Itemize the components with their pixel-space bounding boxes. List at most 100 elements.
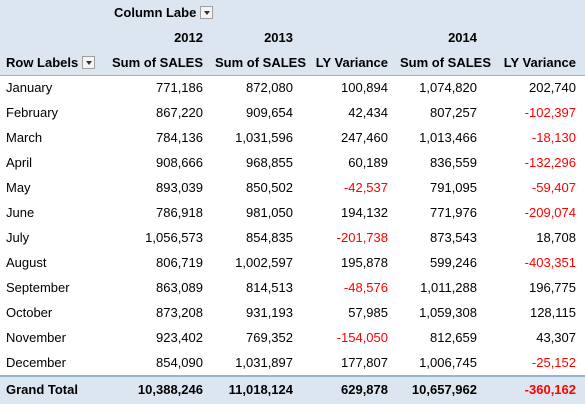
cell-sales-2012[interactable]: 806,719 [156,255,203,270]
cell-variance-2013[interactable]: 195,878 [341,255,388,270]
cell-variance-2013[interactable]: -42,537 [343,180,388,195]
cell-variance-2014[interactable]: -25,152 [531,355,576,370]
cell-sales-2012[interactable]: 1,056,573 [145,230,203,245]
cell-sales-2014[interactable]: 1,011,288 [420,280,477,295]
row-label-january[interactable]: January [6,80,53,95]
cell-variance-2013[interactable]: 194,132 [341,205,388,220]
row-label-march[interactable]: March [6,130,43,145]
row-label-september[interactable]: September [6,280,70,295]
cell-variance-2014[interactable]: -102,397 [524,105,576,120]
total-variance-2013[interactable]: 629,878 [341,382,388,397]
row-label-april[interactable]: April [6,155,33,170]
cell-sales-2014[interactable]: 771,976 [430,205,477,220]
table-row: May 893,039 850,502 -42,537 791,095 -59,… [0,175,585,200]
cell-variance-2014[interactable]: 43,307 [536,330,576,345]
row-labels-text: Row Labels [6,55,79,70]
total-sales-2012[interactable]: 10,388,246 [137,382,203,397]
cell-variance-2013[interactable]: 247,460 [341,130,388,145]
cell-sales-2012[interactable]: 854,090 [156,355,203,370]
cell-sales-2013[interactable]: 1,031,596 [235,130,293,145]
column-labels-cell[interactable]: Column Labe [100,0,214,25]
cell-sales-2012[interactable]: 863,089 [156,280,203,295]
total-sales-2013[interactable]: 11,018,124 [228,382,293,397]
cell-sales-2013[interactable]: 872,080 [246,80,293,95]
cell-variance-2013[interactable]: 177,807 [341,355,388,370]
year-2014: 2014 [448,30,477,45]
row-label-february[interactable]: February [6,105,59,120]
cell-sales-2014[interactable]: 1,006,745 [419,355,477,370]
cell-sales-2014[interactable]: 1,013,466 [419,130,477,145]
cell-variance-2013[interactable]: 60,189 [348,155,388,170]
cell-variance-2013[interactable]: -201,738 [336,230,388,245]
row-label-june[interactable]: June [6,205,35,220]
grand-total-row: Grand Total 10,388,246 11,018,124 629,87… [0,375,585,404]
cell-sales-2013[interactable]: 850,502 [246,180,293,195]
row-label-november[interactable]: November [6,330,66,345]
row-label-july[interactable]: July [6,230,30,245]
cell-sales-2014[interactable]: 791,095 [430,180,477,195]
pivot-header-row-measures: Row Labels Sum of SALES Sum of SALES LY … [0,50,585,76]
cell-variance-2014[interactable]: -209,074 [524,205,576,220]
cell-sales-2013[interactable]: 1,002,597 [235,255,293,270]
cell-variance-2014[interactable]: -132,296 [524,155,576,170]
cell-variance-2014[interactable]: 202,740 [529,80,576,95]
cell-sales-2013[interactable]: 1,031,897 [235,355,293,370]
row-labels-cell[interactable]: Row Labels [0,50,100,75]
cell-sales-2012[interactable]: 908,666 [156,155,203,170]
table-row: August 806,719 1,002,597 195,878 599,246… [0,250,585,275]
row-labels-filter-dropdown-icon[interactable] [82,56,96,70]
cell-sales-2014[interactable]: 599,246 [430,255,477,270]
header-ly-variance-2013: LY Variance [315,55,388,70]
header-sum-of-sales-2014: Sum of SALES [400,55,492,70]
cell-sales-2013[interactable]: 909,654 [246,105,293,120]
cell-variance-2014[interactable]: 196,775 [529,280,576,295]
cell-sales-2013[interactable]: 981,050 [246,205,293,220]
cell-sales-2012[interactable]: 786,918 [156,205,203,220]
row-label-december[interactable]: December [6,355,66,370]
cell-variance-2014[interactable]: 18,708 [536,230,576,245]
cell-sales-2014[interactable]: 873,543 [430,230,477,245]
header-ly-variance-2014: LY Variance [503,55,576,70]
cell-sales-2012[interactable]: 923,402 [156,330,203,345]
cell-sales-2012[interactable]: 771,186 [156,80,203,95]
cell-sales-2013[interactable]: 854,835 [246,230,293,245]
row-label-august[interactable]: August [6,255,47,270]
row-label-may[interactable]: May [6,180,31,195]
cell-variance-2013[interactable]: 100,894 [341,80,388,95]
cell-variance-2013[interactable]: -48,576 [343,280,388,295]
cell-sales-2014[interactable]: 1,074,820 [419,80,477,95]
cell-sales-2013[interactable]: 968,855 [246,155,293,170]
cell-sales-2012[interactable]: 867,220 [156,105,203,120]
cell-variance-2014[interactable]: -59,407 [531,180,576,195]
cell-sales-2013[interactable]: 769,352 [246,330,293,345]
cell-variance-2013[interactable]: 57,985 [348,305,388,320]
cell-sales-2014[interactable]: 1,059,308 [419,305,477,320]
cell-variance-2014[interactable]: 128,115 [529,305,576,320]
total-variance-2014[interactable]: -360,162 [524,382,576,397]
cell-sales-2012[interactable]: 784,136 [156,130,203,145]
column-labels-filter-dropdown-icon[interactable] [200,6,214,20]
cell-variance-2014[interactable]: -18,130 [531,130,576,145]
cell-variance-2014[interactable]: -403,351 [524,255,576,270]
pivot-header-row-1: Column Labe [0,0,585,25]
cell-sales-2012[interactable]: 893,039 [156,180,203,195]
cell-sales-2014[interactable]: 807,257 [430,105,477,120]
cell-sales-2014[interactable]: 836,559 [430,155,477,170]
table-row: January 771,186 872,080 100,894 1,074,82… [0,75,585,100]
grand-total-label[interactable]: Grand Total [6,382,78,397]
table-row: November 923,402 769,352 -154,050 812,65… [0,325,585,350]
cell-variance-2013[interactable]: 42,434 [348,105,388,120]
cell-sales-2013[interactable]: 814,513 [246,280,293,295]
cell-sales-2013[interactable]: 931,193 [246,305,293,320]
cell-sales-2014[interactable]: 812,659 [430,330,477,345]
column-labels-text: Column Labe [114,5,197,20]
year-2012: 2012 [174,30,203,45]
table-row: June 786,918 981,050 194,132 771,976 -20… [0,200,585,225]
header-sum-of-sales-2012: Sum of SALES [111,55,203,70]
row-label-october[interactable]: October [6,305,53,320]
year-2013: 2013 [264,30,293,45]
total-sales-2014[interactable]: 10,657,962 [411,382,477,397]
cell-variance-2013[interactable]: -154,050 [336,330,388,345]
cell-sales-2012[interactable]: 873,208 [156,305,203,320]
